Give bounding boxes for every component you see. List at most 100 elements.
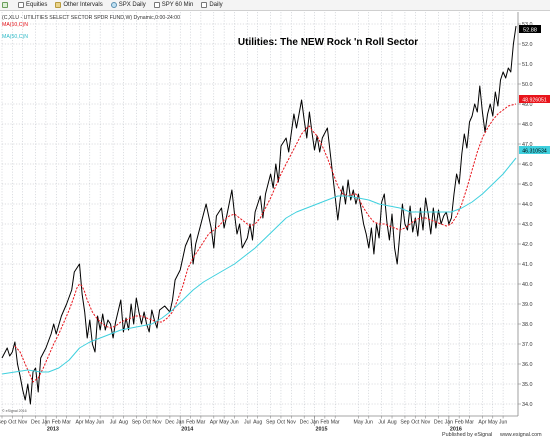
year-label: 2014 (181, 427, 193, 433)
x-tick-label: Apr (75, 420, 83, 426)
x-tick-label: Feb (320, 420, 329, 426)
x-tick-label: Jun (96, 420, 104, 426)
x-tick-label: May (488, 420, 498, 426)
y-tick-label: 52.0 (522, 42, 533, 48)
x-tick-label: Feb (455, 420, 464, 426)
symbol-header: (C,XLU - UTILITIES SELECT SECTOR SPDR FU… (2, 15, 180, 21)
x-tick-label: Jan (42, 420, 50, 426)
chart-icon (201, 2, 208, 8)
y-tick-label: 39.0 (522, 302, 533, 308)
x-tick-label: Mar (465, 420, 474, 426)
y-tick-label: 41.0 (522, 262, 533, 268)
x-tick-label: Dec (165, 420, 175, 426)
y-tick-label: 53.0 (522, 22, 533, 28)
x-tick-label: May (85, 420, 95, 426)
y-tick-label: 49.0 (522, 102, 533, 108)
year-label: 2015 (316, 427, 328, 433)
toolbar-label: Other Intervals (63, 2, 103, 8)
y-tick-label: 36.0 (522, 362, 533, 368)
x-tick-label: Sep (400, 420, 409, 426)
toolbar-daily-button[interactable]: Daily (201, 2, 223, 8)
chart-icon (18, 2, 24, 8)
x-tick-label: Oct (277, 420, 286, 426)
x-tick-label: Feb (186, 420, 195, 426)
ma50-price-value: 46.310534 (522, 149, 547, 155)
x-tick-label: May (219, 420, 229, 426)
x-tick-label: Jan (176, 420, 184, 426)
chart-title: Utilities: The NEW Rock 'n Roll Sector (238, 37, 418, 48)
x-tick-label: Jul (244, 420, 251, 426)
x-tick-label: Jul (110, 420, 117, 426)
ma10-line (14, 103, 517, 383)
x-tick-label: Oct (8, 420, 17, 426)
x-tick-label: Aug (253, 420, 262, 426)
esignal-url-link[interactable]: www.esignal.com (499, 432, 542, 438)
toolbar-label: Daily (209, 2, 223, 8)
ma50-price-tag: 46.310534 (519, 146, 550, 155)
year-label: 2013 (47, 427, 59, 433)
x-tick-label: Oct (143, 420, 152, 426)
chart-icon (153, 2, 160, 8)
x-tick-label: Sep (0, 420, 7, 426)
x-tick-label: Feb (52, 420, 61, 426)
x-tick-label: Mar (331, 420, 340, 426)
y-tick-label: 46.0 (522, 162, 533, 168)
toolbar-label: SPY 60 Min (161, 2, 194, 8)
y-tick-label: 44.0 (522, 202, 533, 208)
x-tick-label: Aug (119, 420, 128, 426)
y-tick-label: 40.0 (522, 282, 533, 288)
y-tick-label: 34.0 (522, 402, 533, 408)
y-tick-label: 43.0 (522, 222, 533, 228)
x-tick-label: Aug (387, 420, 396, 426)
x-tick-label: Jul (378, 420, 385, 426)
toolbar-new-button[interactable] (2, 2, 10, 8)
x-tick-label: Mar (62, 420, 71, 426)
folder-icon (55, 2, 62, 8)
x-tick-label: Apr (478, 420, 486, 426)
toolbar-equities-button[interactable]: Equities (18, 2, 47, 8)
x-tick-label: Jun (365, 420, 373, 426)
x-tick-label: Mar (196, 420, 205, 426)
x-tick-label: Nov (18, 420, 28, 426)
x-tick-label: Nov (287, 420, 297, 426)
toolbar-other-intervals-button[interactable]: Other Intervals (55, 2, 103, 8)
toolbar: Equities Other Intervals SPX Daily SPY 6… (0, 0, 550, 11)
x-tick-label: Jan (310, 420, 318, 426)
x-tick-label: Sep (132, 420, 141, 426)
y-tick-label: 42.0 (522, 242, 533, 248)
x-tick-label: Dec (434, 420, 444, 426)
x-tick-label: Apr (210, 420, 218, 426)
x-tick-label: Sep (266, 420, 275, 426)
y-tick-label: 35.0 (522, 382, 533, 388)
ma50-line (1, 157, 517, 375)
x-tick-label: Nov (421, 420, 431, 426)
x-tick-label: Jun (230, 420, 238, 426)
ma10-price-tag: 48.926051 (519, 95, 550, 104)
y-tick-label: 45.0 (522, 182, 533, 188)
last-price-tag: 52.88 (519, 25, 541, 34)
globe-icon (110, 2, 117, 8)
x-tick-label: May (354, 420, 364, 426)
x-tick-label: Dec (31, 420, 41, 426)
published-by-text: Published by eSignal (442, 432, 492, 438)
last-price-value: 52.88 (523, 28, 537, 34)
y-tick-label: 50.0 (522, 82, 533, 88)
ma10-price-value: 48.926051 (522, 98, 547, 104)
y-tick-label: 51.0 (522, 62, 533, 68)
label-layer: 34.0 35.0 36.0 37.0 38.0 39.0 40.0 41.0 42.0 43.0… (0, 22, 533, 433)
copyright-text: © eSignal 2016 (2, 409, 27, 413)
series-layer (1, 25, 517, 405)
toolbar-label: SPX Daily (118, 2, 146, 8)
y-tick-label: 47.0 (522, 142, 533, 148)
toolbar-spx-daily-button[interactable]: SPX Daily (110, 2, 146, 8)
toolbar-label: Equities (26, 2, 48, 8)
x-tick-label: Jun (499, 420, 507, 426)
y-tick-label: 37.0 (522, 342, 533, 348)
x-tick-label: Dec (300, 420, 310, 426)
x-tick-label: Jan (445, 420, 453, 426)
toolbar-spy-60-min-button[interactable]: SPY 60 Min (153, 2, 194, 8)
grid-layer (1, 12, 521, 426)
y-tick-label: 48.0 (522, 122, 533, 128)
x-tick-label: Oct (411, 420, 420, 426)
